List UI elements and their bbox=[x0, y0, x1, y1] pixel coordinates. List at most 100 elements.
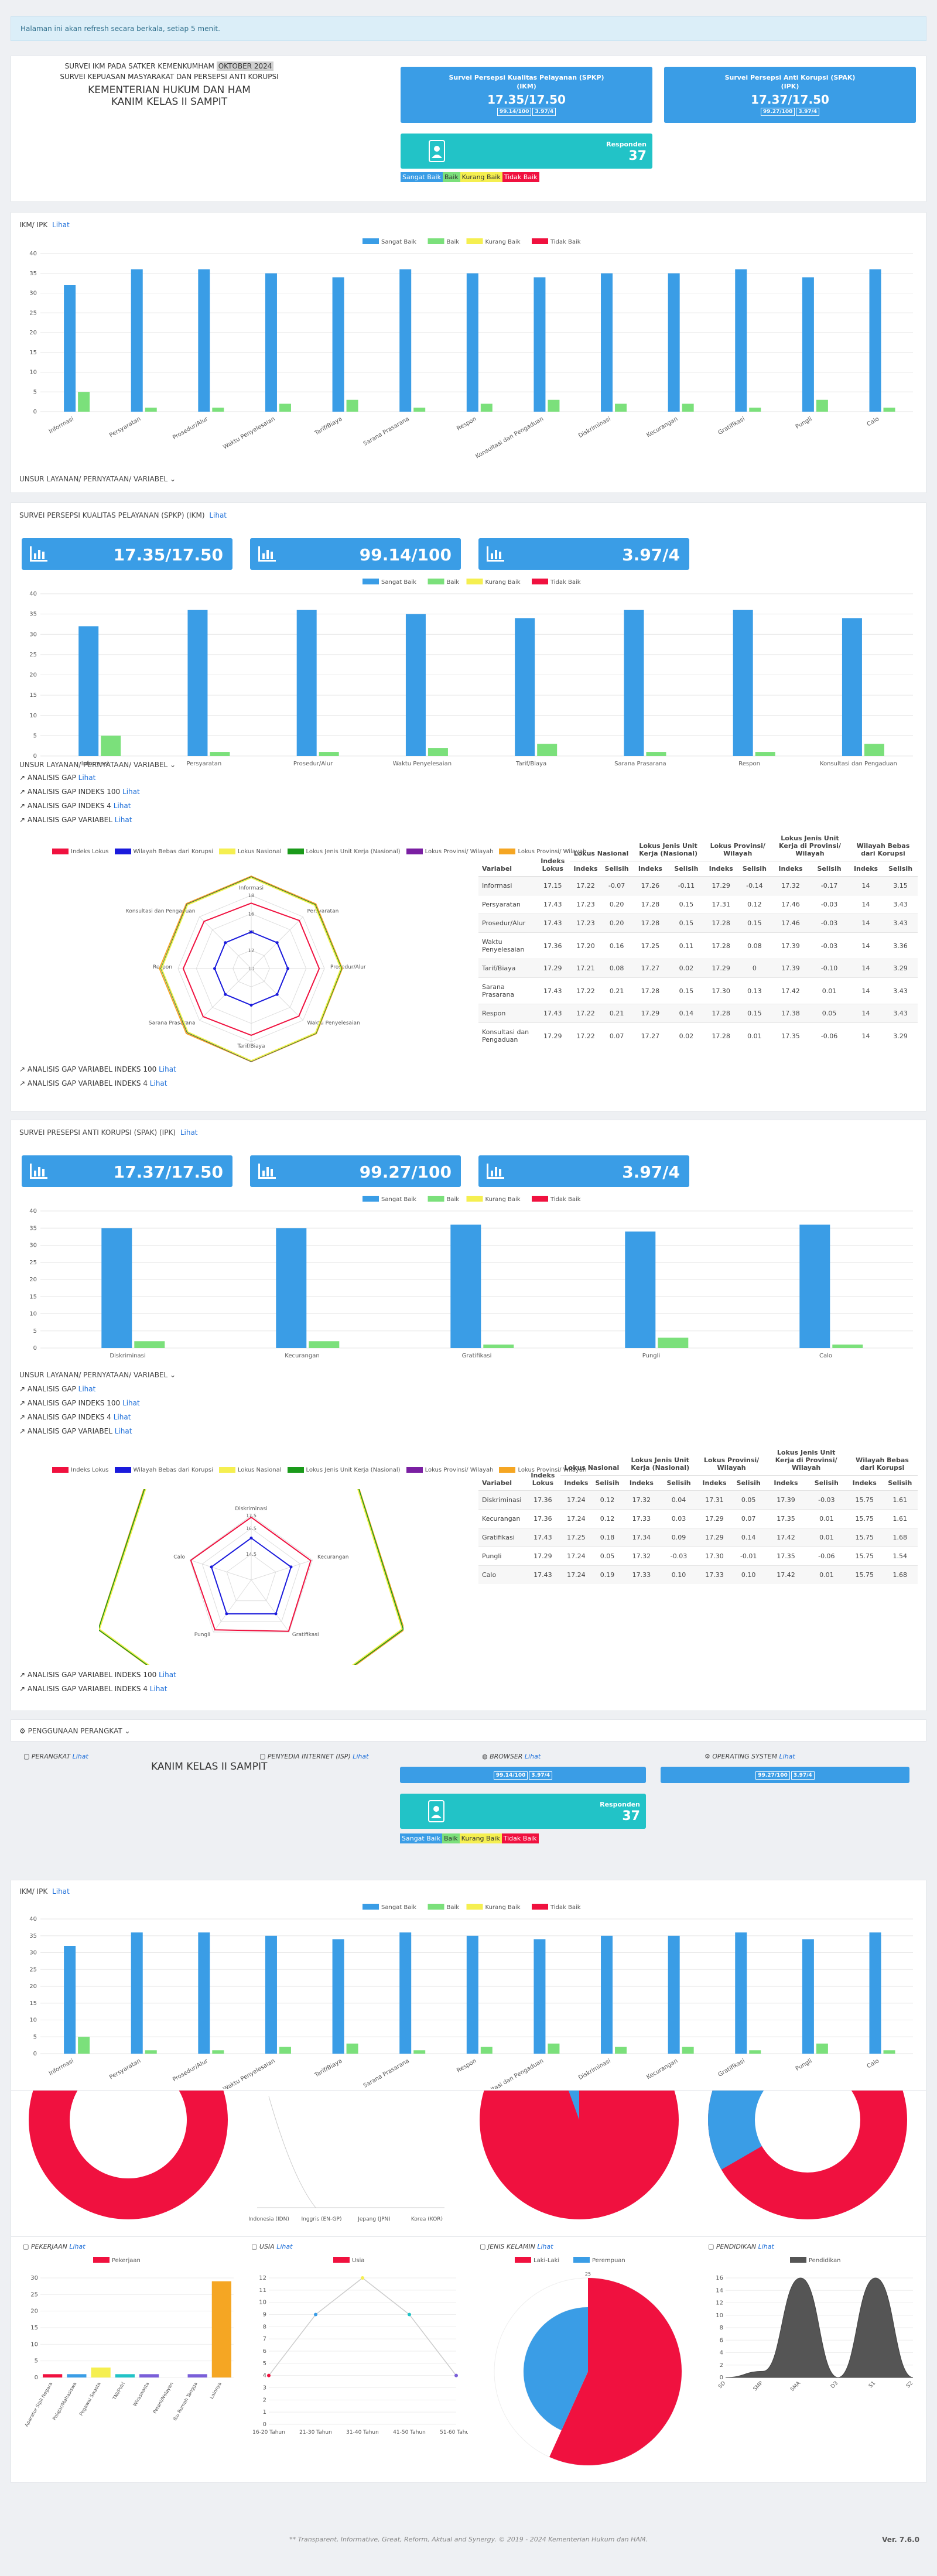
bar bbox=[601, 273, 613, 412]
table-cell: Diskriminasi bbox=[478, 1490, 525, 1510]
table-cell: 0.15 bbox=[668, 977, 705, 1004]
bar bbox=[187, 2374, 207, 2377]
spak-gapvar4-link[interactable]: ↗ ANALISIS GAP VARIABEL INDEKS 4 Lihat bbox=[19, 1685, 167, 1693]
table-cell: 17.25 bbox=[560, 1528, 592, 1547]
spak-gap4-link[interactable]: ↗ ANALISIS GAP INDEKS 4 Lihat bbox=[19, 1413, 131, 1421]
table-cell: 0.12 bbox=[591, 1509, 623, 1528]
bar bbox=[615, 2047, 627, 2054]
spak-lihat-link[interactable]: Lihat bbox=[180, 1128, 198, 1137]
table-cell: 17.43 bbox=[525, 1565, 561, 1584]
table-cell: 3.43 bbox=[883, 1004, 918, 1023]
table-cell: 0.01 bbox=[737, 1022, 771, 1049]
spak-gapvar-link[interactable]: ↗ ANALISIS GAP VARIABEL Lihat bbox=[19, 1427, 132, 1435]
spkp-lihat-link[interactable]: Lihat bbox=[209, 511, 227, 519]
radar-legend-item: Lokus Nasional bbox=[213, 849, 282, 855]
bar bbox=[480, 2047, 493, 2054]
x-tick-label: Indonesia (IDN) bbox=[248, 2216, 289, 2222]
legend-label: Tidak Baik bbox=[550, 239, 581, 245]
bar bbox=[399, 1932, 412, 2054]
bar bbox=[319, 752, 339, 756]
pekerjaan-bar-chart: Pekerjaan 0 5 10 15 20 25 30 Aparatur Sipil Nega… bbox=[23, 2257, 234, 2428]
x-tick-label: Pungli bbox=[795, 416, 813, 430]
th-variabel: Variabel bbox=[478, 1445, 525, 1491]
x-tick-label: Tarif/Biaya bbox=[313, 2058, 344, 2079]
x-tick-label: Gratifikasi bbox=[462, 1353, 492, 1359]
table-cell: 3.29 bbox=[883, 1022, 918, 1049]
table-cell: 17.36 bbox=[525, 1509, 561, 1528]
x-tick-label: Gratifikasi bbox=[717, 2058, 746, 2078]
spkp-gap4-link[interactable]: ↗ ANALISIS GAP INDEKS 4 Lihat bbox=[19, 802, 131, 810]
spkp-gapvar4-link[interactable]: ↗ ANALISIS GAP VARIABEL INDEKS 4 Lihat bbox=[19, 1079, 167, 1087]
legend-swatch bbox=[532, 1904, 548, 1910]
spak-gap100-link[interactable]: ↗ ANALISIS GAP INDEKS 100 Lihat bbox=[19, 1399, 140, 1407]
spkp-gap-link[interactable]: ↗ ANALISIS GAP Lihat bbox=[19, 774, 96, 782]
y-tick-label: 20 bbox=[30, 2308, 38, 2315]
users-icon bbox=[428, 1800, 444, 1822]
bar bbox=[210, 752, 230, 756]
spkp-unsur-toggle[interactable]: UNSUR LAYANAN/ PERNYATAAN/ VARIABEL ⌄ bbox=[19, 761, 176, 769]
perangkat-label: ▢ PERANGKAT Lihat bbox=[23, 1753, 88, 1760]
bar bbox=[548, 399, 560, 412]
penggunaan-toggle[interactable]: ⚙ PENGGUNAAN PERANGKAT ⌄ bbox=[19, 1727, 131, 1735]
table-cell: 17.34 bbox=[623, 1528, 661, 1547]
ghost-ikm-card: IKM/ IPK Lihat Sangat Baik Baik Kurang Bai… bbox=[11, 1880, 926, 2091]
bar bbox=[466, 273, 478, 412]
spak-card: SURVEI PRESEPSI ANTI KORUPSI (SPAK) (IPK… bbox=[11, 1120, 926, 1711]
spkp-metric-index4-value: 3.97/4 bbox=[622, 545, 680, 565]
y-tick-label: 6 bbox=[720, 2337, 723, 2344]
y-tick-label: 40 bbox=[29, 591, 37, 597]
table-cell: 0.21 bbox=[601, 977, 632, 1004]
heading-line4: KANIM KELAS II SAMPIT bbox=[111, 96, 228, 108]
th-selisih: Selisih bbox=[810, 861, 849, 877]
y-tick-label: 8 bbox=[263, 2324, 266, 2330]
y-tick-label: 15 bbox=[29, 692, 37, 699]
x-tick-label: Korea (KOR) bbox=[411, 2216, 443, 2222]
spak-gapvar100-link[interactable]: ↗ ANALISIS GAP VARIABEL INDEKS 100 Lihat bbox=[19, 1671, 176, 1679]
table-cell: -0.03 bbox=[806, 1490, 847, 1510]
table-cell: 15.75 bbox=[847, 1509, 883, 1528]
table-cell: 17.43 bbox=[525, 1528, 561, 1547]
x-tick-label: S1 bbox=[868, 2380, 877, 2389]
browser-label: ◍ BROWSER Lihat bbox=[482, 1753, 541, 1760]
x-tick-label: Persyaratan bbox=[186, 761, 221, 767]
table-cell: -0.03 bbox=[660, 1547, 697, 1566]
spkp-gapvar100-link[interactable]: ↗ ANALISIS GAP VARIABEL INDEKS 100 Lihat bbox=[19, 1065, 176, 1073]
y-tick-label: 35 bbox=[29, 1933, 37, 1939]
table-cell: 3.43 bbox=[883, 914, 918, 933]
x-tick-label: TNI/Polri bbox=[111, 2382, 126, 2401]
period-badge[interactable]: OKTOBER 2024 bbox=[216, 61, 274, 71]
y-tick-label: 20 bbox=[29, 1983, 37, 1990]
ikm-ipk-lihat-link[interactable]: Lihat bbox=[52, 221, 70, 229]
radar-legend-item: Indeks Lokus bbox=[46, 1467, 109, 1473]
spkp-metric-index4: 3.97/4 bbox=[478, 538, 689, 570]
pekerjaan-label: ▢ PEKERJAAN Lihat bbox=[23, 2243, 86, 2250]
table-cell: 17.38 bbox=[771, 1004, 811, 1023]
legend-label: Sangat Baik bbox=[381, 239, 416, 245]
spkp-gapvar-link[interactable]: ↗ ANALISIS GAP VARIABEL Lihat bbox=[19, 816, 132, 824]
x-tick-label: 16-20 Tahun bbox=[252, 2430, 285, 2435]
bar bbox=[682, 2047, 694, 2054]
y-tick-label: 30 bbox=[29, 631, 37, 638]
spak-gap-link[interactable]: ↗ ANALISIS GAP Lihat bbox=[19, 1385, 96, 1393]
table-row: Waktu Penyelesaian 17.36 17.20 0.16 17.25 0.1… bbox=[478, 932, 918, 959]
th-wbk: Wilayah Bebas dari Korupsi bbox=[849, 831, 918, 861]
table-cell: 17.29 bbox=[632, 1004, 669, 1023]
y-tick-label: 35 bbox=[29, 271, 37, 277]
unsur-toggle[interactable]: UNSUR LAYANAN/ PERNYATAAN/ VARIABEL ⌄ bbox=[19, 475, 176, 483]
table-cell: 0.01 bbox=[806, 1565, 847, 1584]
bar bbox=[534, 1939, 546, 2054]
table-cell: 17.32 bbox=[623, 1547, 661, 1566]
radar-series bbox=[99, 1489, 403, 1665]
table-cell: 17.39 bbox=[771, 932, 811, 959]
th-jenis-prov: Lokus Jenis Unit Kerja di Provinsi/ Wila… bbox=[765, 1445, 847, 1476]
th-indeks: Indeks bbox=[849, 861, 883, 877]
spak-unsur-toggle[interactable]: UNSUR LAYANAN/ PERNYATAAN/ VARIABEL ⌄ bbox=[19, 1371, 176, 1379]
bar bbox=[145, 408, 157, 412]
legend-label: Kurang Baik bbox=[485, 1196, 521, 1203]
x-tick-label: Tarif/Biaya bbox=[515, 761, 546, 767]
x-tick-label: 21-30 Tahun bbox=[299, 2430, 332, 2435]
bar bbox=[735, 1932, 747, 2054]
spkp-gap100-link[interactable]: ↗ ANALISIS GAP INDEKS 100 Lihat bbox=[19, 788, 140, 796]
x-tick-label: Calo bbox=[866, 416, 881, 428]
table-row: Kecurangan 17.36 17.24 0.12 17.33 0.03 17.29 0.… bbox=[478, 1509, 918, 1528]
